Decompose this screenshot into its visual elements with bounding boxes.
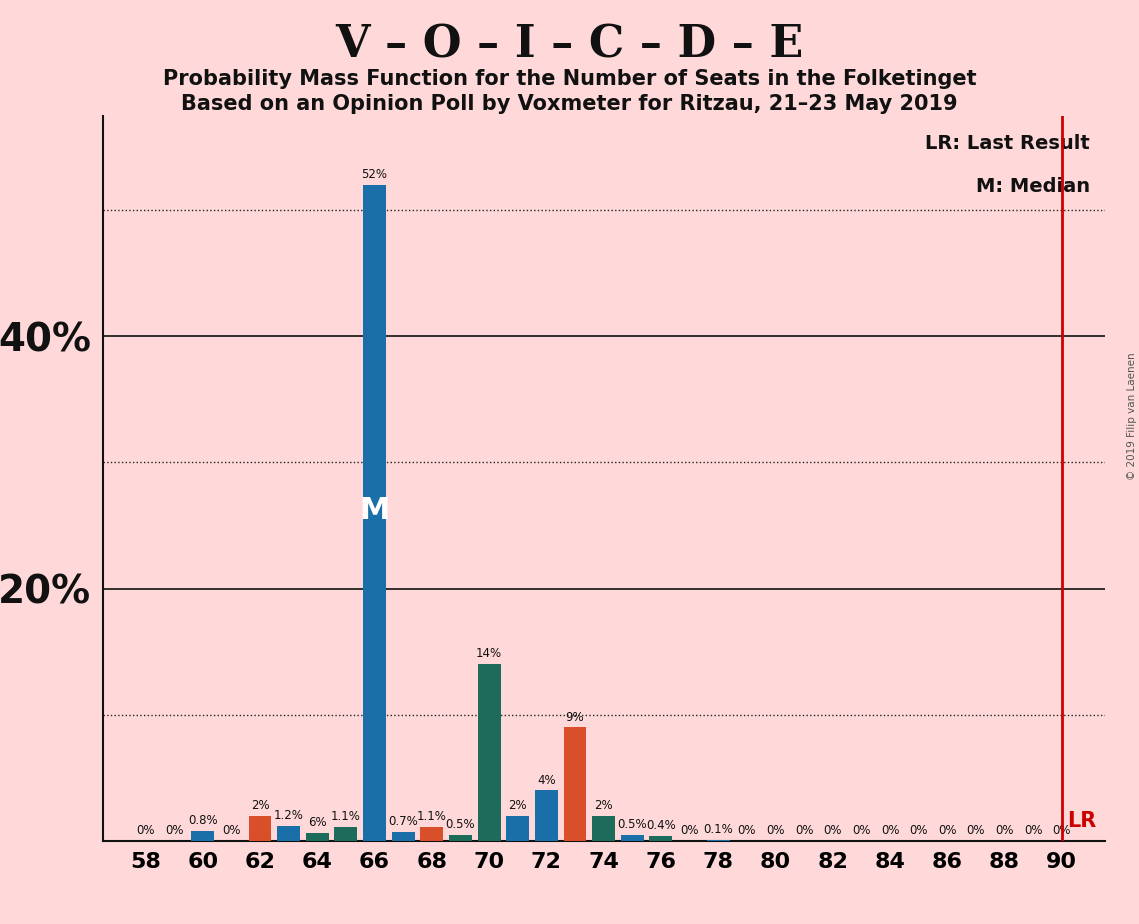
Bar <box>535 790 558 841</box>
Text: 0%: 0% <box>795 824 813 837</box>
Text: © 2019 Filip van Laenen: © 2019 Filip van Laenen <box>1126 352 1137 480</box>
Text: 0%: 0% <box>995 824 1014 837</box>
Text: 0%: 0% <box>880 824 900 837</box>
Bar <box>449 834 472 841</box>
Text: 0%: 0% <box>909 824 928 837</box>
Bar <box>592 816 615 841</box>
Bar <box>621 834 644 841</box>
Text: 0%: 0% <box>738 824 756 837</box>
Text: 0.8%: 0.8% <box>188 814 218 827</box>
Text: 0.5%: 0.5% <box>617 818 647 831</box>
Text: LR: LR <box>1067 810 1097 831</box>
Text: 0%: 0% <box>165 824 183 837</box>
Text: 2%: 2% <box>251 799 269 812</box>
Bar <box>392 832 415 841</box>
Text: M: Median: M: Median <box>976 177 1090 196</box>
Text: 1.1%: 1.1% <box>417 810 446 823</box>
Text: 2%: 2% <box>508 799 527 812</box>
Text: 4%: 4% <box>538 773 556 786</box>
Text: 0%: 0% <box>680 824 699 837</box>
Bar <box>507 816 530 841</box>
Bar <box>363 185 386 841</box>
Text: 1.2%: 1.2% <box>273 808 304 822</box>
Text: 0%: 0% <box>852 824 870 837</box>
Text: Probability Mass Function for the Number of Seats in the Folketinget: Probability Mass Function for the Number… <box>163 69 976 90</box>
Bar <box>248 816 271 841</box>
Bar <box>564 727 587 841</box>
Bar <box>477 664 500 841</box>
Text: 1.1%: 1.1% <box>331 810 361 823</box>
Text: 6%: 6% <box>308 817 327 830</box>
Text: 52%: 52% <box>361 168 387 181</box>
Bar <box>306 833 329 841</box>
Bar <box>707 840 730 841</box>
Text: M: M <box>360 496 390 526</box>
Text: Based on an Opinion Poll by Voxmeter for Ritzau, 21–23 May 2019: Based on an Opinion Poll by Voxmeter for… <box>181 94 958 115</box>
Text: V – O – I – C – D – E: V – O – I – C – D – E <box>335 23 804 67</box>
Bar <box>277 826 300 841</box>
Text: 0.5%: 0.5% <box>445 818 475 831</box>
Bar <box>191 831 214 841</box>
Text: 9%: 9% <box>566 711 584 723</box>
Text: 0.1%: 0.1% <box>704 822 734 836</box>
Text: 0%: 0% <box>222 824 240 837</box>
Bar <box>420 827 443 841</box>
Bar <box>335 827 358 841</box>
Text: 0.7%: 0.7% <box>388 815 418 828</box>
Text: 14%: 14% <box>476 648 502 661</box>
Text: 0%: 0% <box>967 824 985 837</box>
Text: 0%: 0% <box>823 824 842 837</box>
Text: 0%: 0% <box>137 824 155 837</box>
Bar <box>649 836 672 841</box>
Text: 0%: 0% <box>1024 824 1042 837</box>
Text: 0%: 0% <box>1052 824 1071 837</box>
Text: 2%: 2% <box>595 799 613 812</box>
Text: 0.4%: 0.4% <box>646 819 675 832</box>
Text: 0%: 0% <box>939 824 957 837</box>
Text: LR: Last Result: LR: Last Result <box>925 134 1090 152</box>
Text: 0%: 0% <box>767 824 785 837</box>
